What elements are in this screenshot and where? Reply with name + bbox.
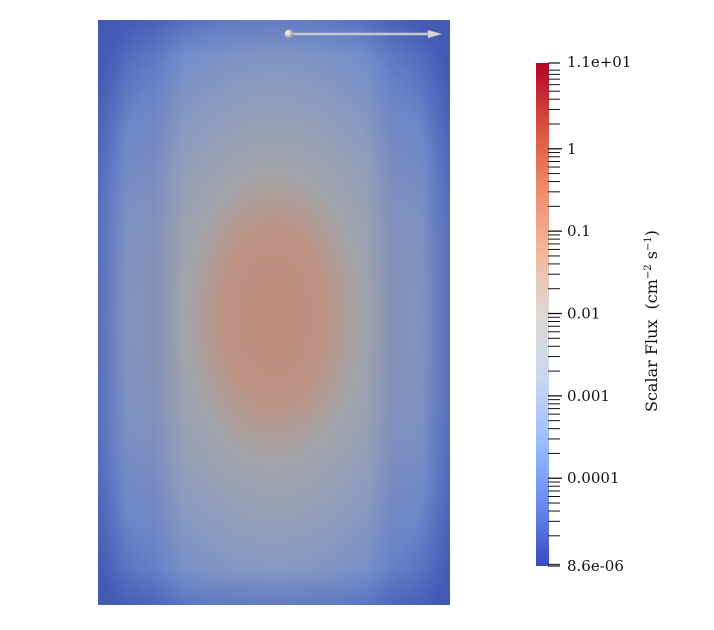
colorbar-min-label: 8.6e-06 [567, 557, 624, 575]
arrow-head-icon [427, 29, 443, 39]
orientation-arrow [284, 29, 443, 39]
colorbar-unit-exp-1: −2 [643, 264, 654, 279]
colorbar-tick-label: 1 [567, 140, 577, 158]
colorbar-unit-exp-2: −1 [643, 236, 654, 251]
colorbar-labels: 1.1e+01 8.6e-06 0.0001 0.001 0.01 0.1 1 [567, 53, 631, 575]
colorbar-max-label: 1.1e+01 [567, 53, 631, 71]
colorbar-unit-open: (cm [642, 279, 661, 309]
colorbar-title-text: Scalar Flux [642, 320, 661, 412]
colorbar-tick-label: 0.1 [567, 222, 591, 240]
colorbar-title: Scalar Flux (cm−2 s−1) [642, 230, 661, 412]
colorbar-ticks [548, 62, 562, 567]
colorbar: 1.1e+01 8.6e-06 0.0001 0.001 0.01 0.1 1 Scal… [536, 53, 661, 575]
flux-field [98, 20, 450, 605]
colorbar-tick-label: 0.01 [567, 305, 600, 323]
colorbar-bar [536, 63, 549, 566]
colorbar-unit-mid: s [642, 251, 661, 264]
arrow-origin-sphere-icon [284, 29, 294, 39]
field-edge-shading [98, 20, 450, 605]
colorbar-tick-label: 0.001 [567, 387, 610, 405]
colorbar-tick-label: 0.0001 [567, 469, 620, 487]
colorbar-unit-close: ) [642, 230, 661, 236]
